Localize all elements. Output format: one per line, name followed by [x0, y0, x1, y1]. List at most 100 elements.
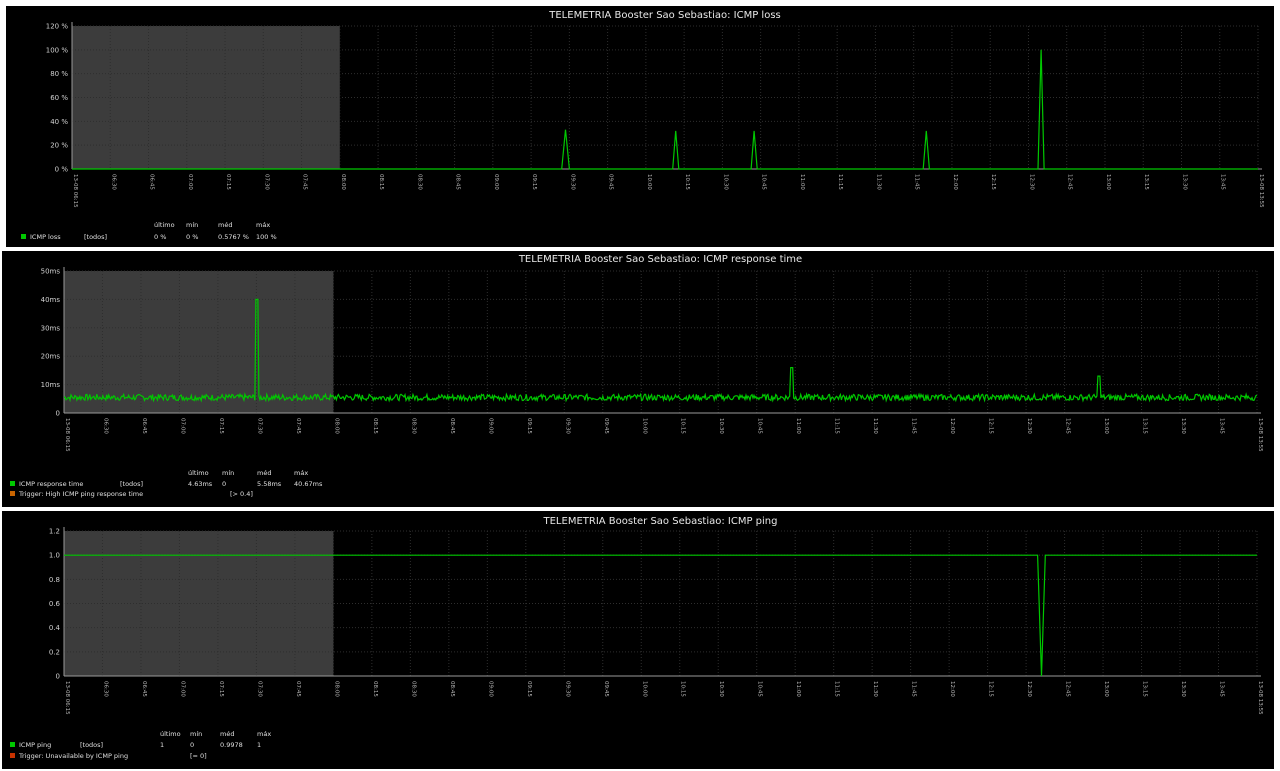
- x-tick-label: 06:45: [141, 418, 147, 434]
- chart-title: TELEMETRIA Booster Sao Sebastiao: ICMP r…: [518, 254, 802, 265]
- icmp-response-time-chart: TELEMETRIA Booster Sao Sebastiao: ICMP r…: [10, 254, 1263, 498]
- x-tick-label: 08:45: [449, 681, 455, 697]
- legend-value: 0: [222, 480, 226, 488]
- x-tick-label: 13:00: [1103, 681, 1109, 697]
- y-tick-label: 0.6: [49, 600, 61, 608]
- x-tick-label: 10:15: [680, 681, 686, 697]
- icmp-loss-panel: TELEMETRIA Booster Sao Sebastiao: ICMP l…: [6, 6, 1274, 247]
- legend-header: último: [188, 469, 209, 477]
- y-tick-label: 60 %: [50, 94, 68, 102]
- legend-swatch: [10, 753, 15, 758]
- x-tick-label: 13:30: [1181, 174, 1187, 190]
- x-tick-label: 09:15: [526, 418, 532, 434]
- x-tick-label: 12:15: [988, 418, 994, 434]
- x-tick-label: 11:30: [872, 418, 878, 434]
- legend-header: último: [154, 221, 175, 229]
- x-tick-label: 13-08 06:15: [72, 174, 78, 208]
- x-tick-label: 10:30: [722, 174, 728, 190]
- x-tick-label: 08:00: [340, 174, 346, 190]
- y-tick-label: 1.2: [49, 528, 60, 536]
- x-tick-label: 11:30: [872, 681, 878, 697]
- x-tick-label: 11:45: [911, 681, 917, 697]
- legend-value: 1: [257, 741, 261, 749]
- x-tick-label: 13-08 13:55: [1257, 418, 1263, 452]
- x-tick-label: 08:45: [449, 418, 455, 434]
- x-tick-label: 08:15: [372, 418, 378, 434]
- x-tick-label: 12:00: [952, 174, 958, 190]
- x-tick-label: 11:00: [799, 174, 805, 190]
- x-tick-label: 06:30: [102, 418, 108, 434]
- x-tick-label: 06:45: [141, 681, 147, 697]
- x-tick-label: 07:30: [256, 681, 262, 697]
- x-tick-label: 13:15: [1142, 418, 1148, 434]
- x-tick-label: 10:15: [684, 174, 690, 190]
- legend-value: 0 %: [154, 233, 166, 241]
- x-tick-label: 08:15: [372, 681, 378, 697]
- y-tick-label: 0.2: [49, 648, 60, 656]
- legend-header: máx: [257, 730, 271, 738]
- x-tick-label: 11:30: [875, 174, 881, 190]
- x-tick-label: 13:15: [1143, 174, 1149, 190]
- y-tick-label: 80 %: [50, 70, 68, 78]
- icmp-loss-chart: TELEMETRIA Booster Sao Sebastiao: ICMP l…: [21, 10, 1264, 241]
- x-tick-label: 06:30: [102, 681, 108, 697]
- icmp-ping-panel: TELEMETRIA Booster Sao Sebastiao: ICMP p…: [2, 511, 1274, 769]
- icmp-response-time-panel: TELEMETRIA Booster Sao Sebastiao: ICMP r…: [2, 251, 1274, 507]
- y-tick-label: 50ms: [41, 268, 61, 276]
- legend-value: 0 %: [186, 233, 198, 241]
- series-line-0: [64, 554, 1257, 677]
- x-tick-label: 13:45: [1219, 681, 1225, 697]
- x-tick-label: 08:30: [410, 681, 416, 697]
- y-tick-label: 10ms: [41, 381, 61, 389]
- x-tick-label: 08:15: [378, 174, 384, 190]
- y-tick-label: 0 %: [55, 166, 69, 174]
- x-tick-label: 12:30: [1026, 681, 1032, 697]
- legend-header: mín: [222, 469, 234, 477]
- x-tick-label: 08:30: [416, 174, 422, 190]
- y-tick-label: 0.8: [49, 576, 60, 584]
- legend-function: [todos]: [80, 741, 103, 749]
- x-tick-label: 13-08 13:55: [1257, 681, 1263, 715]
- series-line-0: [63, 298, 1258, 403]
- x-tick-label: 12:15: [988, 681, 994, 697]
- legend-series-name: ICMP ping: [19, 741, 51, 749]
- x-tick-label: 13:00: [1103, 418, 1109, 434]
- x-tick-label: 10:00: [641, 681, 647, 697]
- legend-swatch: [10, 742, 15, 747]
- legend-value: 40.67ms: [294, 480, 323, 488]
- x-tick-label: 13-08 13:55: [1258, 174, 1264, 208]
- legend-swatch: [21, 234, 26, 239]
- x-tick-label: 10:15: [680, 418, 686, 434]
- y-tick-label: 20ms: [41, 353, 61, 361]
- x-tick-label: 11:15: [834, 418, 840, 434]
- icmp-ping-chart: TELEMETRIA Booster Sao Sebastiao: ICMP p…: [10, 516, 1263, 760]
- legend-header: máx: [256, 221, 270, 229]
- legend-header: méd: [220, 730, 234, 738]
- y-tick-label: 40 %: [50, 118, 68, 126]
- x-tick-label: 08:00: [333, 418, 339, 434]
- x-tick-label: 09:00: [493, 174, 499, 190]
- legend-value: 0.9978: [220, 741, 243, 749]
- x-tick-label: 10:45: [757, 681, 763, 697]
- x-tick-label: 07:15: [218, 418, 224, 434]
- x-tick-label: 13:15: [1142, 681, 1148, 697]
- shaded-region: [64, 271, 334, 413]
- x-tick-label: 09:30: [564, 418, 570, 434]
- legend-swatch: [10, 481, 15, 486]
- x-tick-label: 09:15: [526, 681, 532, 697]
- x-tick-label: 12:15: [990, 174, 996, 190]
- shaded-region: [72, 26, 340, 169]
- chart-title: TELEMETRIA Booster Sao Sebastiao: ICMP p…: [543, 516, 778, 527]
- series-line-0: [72, 49, 1258, 170]
- x-tick-label: 12:30: [1028, 174, 1034, 190]
- x-tick-label: 08:45: [455, 174, 461, 190]
- x-tick-label: 13-08 06:15: [64, 681, 70, 715]
- y-tick-label: 1.0: [49, 552, 60, 560]
- legend-header: méd: [257, 469, 271, 477]
- legend-series-name: ICMP response time: [19, 480, 83, 488]
- x-tick-label: 09:15: [531, 174, 537, 190]
- legend-function: [todos]: [84, 233, 107, 241]
- x-tick-label: 13-08 06:15: [64, 418, 70, 452]
- legend-value: 100 %: [256, 233, 277, 241]
- x-tick-label: 11:45: [911, 418, 917, 434]
